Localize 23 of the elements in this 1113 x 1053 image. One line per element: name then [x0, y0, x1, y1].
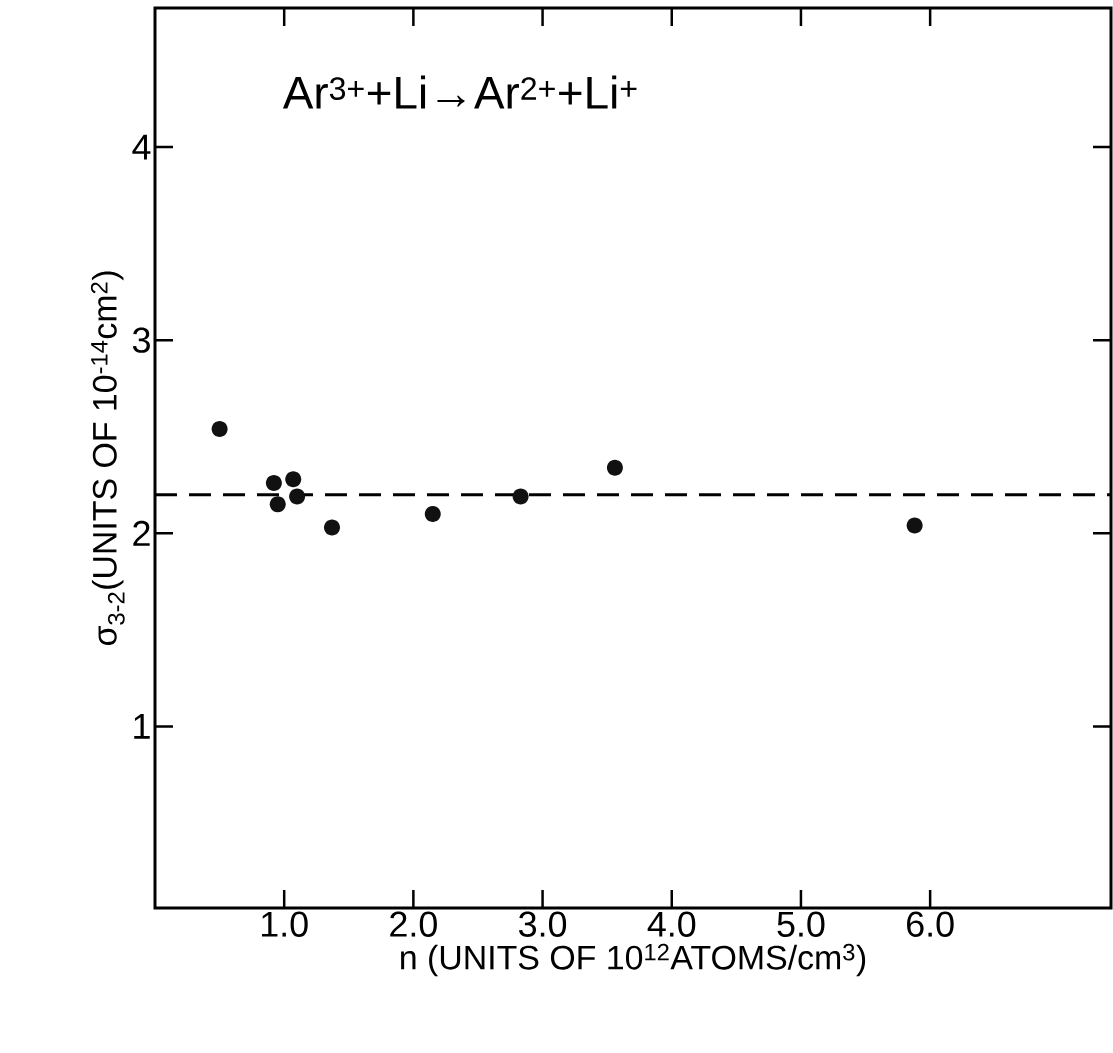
- point: [512, 488, 529, 505]
- y-tick-label: 4: [132, 134, 151, 160]
- point: [606, 459, 623, 476]
- text: Ar$^{3+}$+Li→Ar$^{2+}$+Li$^{+}$: [282, 75, 637, 109]
- y-tick-label: 2: [133, 520, 150, 546]
- point: [285, 471, 302, 488]
- point: [906, 517, 923, 534]
- y-axis-title: σ$_{3-2}$(UNITS OF 10$^{-14}$cm$^{2}$): [90, 271, 125, 646]
- point: [323, 519, 340, 536]
- x-tick-label: 6.0: [907, 911, 954, 937]
- x-tick-label: 2.0: [390, 911, 437, 937]
- x-tick-label: 4.0: [647, 911, 696, 937]
- x-tick-label: 3.0: [519, 911, 567, 937]
- point: [269, 496, 286, 513]
- point: [211, 421, 228, 438]
- x-tick-label: 5.0: [777, 911, 825, 937]
- x-axis-title: n (UNITS OF 10$^{12}$ATOMS/cm$^{3}$): [401, 943, 866, 977]
- y-tick-label: 1: [134, 714, 150, 739]
- point: [424, 506, 441, 522]
- point: [265, 475, 282, 492]
- y-tick-label: 3: [132, 327, 150, 353]
- x-tick-label: 1.0: [262, 911, 308, 937]
- point: [289, 488, 306, 505]
